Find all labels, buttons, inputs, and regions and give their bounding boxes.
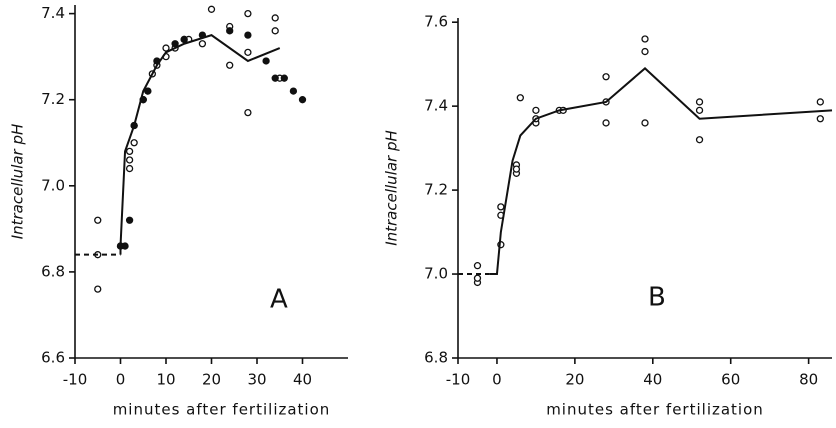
data-point <box>244 48 252 57</box>
x-tick-label: -10 <box>446 371 471 389</box>
x-tick-label: 30 <box>247 371 266 389</box>
x-tick-label: 80 <box>799 371 818 389</box>
data-point <box>94 285 102 293</box>
y-tick-label: 7.4 <box>41 4 65 22</box>
data-point <box>271 27 279 35</box>
data-point <box>497 203 505 211</box>
data-point <box>226 61 234 69</box>
x-tick-label: -10 <box>63 371 88 389</box>
data-point <box>130 139 138 147</box>
x-tick-label: 40 <box>293 371 312 389</box>
data-point <box>207 5 216 13</box>
data-point <box>226 27 234 35</box>
y-tick-label: 7.4 <box>424 97 448 115</box>
data-point <box>244 9 252 18</box>
data-point <box>271 74 279 82</box>
data-point <box>602 119 610 127</box>
y-axis-label: Intracellular pH <box>383 130 401 246</box>
x-tick-label: 20 <box>565 371 584 389</box>
y-tick-label: 6.8 <box>424 349 448 367</box>
data-point <box>125 156 134 164</box>
y-axis-label: Intracellular pH <box>9 124 27 240</box>
data-point <box>125 216 134 224</box>
data-point <box>641 35 649 43</box>
data-point <box>816 115 824 123</box>
data-point <box>532 106 540 114</box>
data-point <box>171 40 179 48</box>
data-point <box>816 98 824 106</box>
data-point <box>94 216 102 224</box>
data-point <box>641 47 649 56</box>
data-point <box>695 136 704 144</box>
data-point <box>271 14 279 22</box>
data-point <box>695 106 704 114</box>
y-tick-label: 7.0 <box>41 176 65 194</box>
data-point <box>244 31 252 39</box>
x-tick-label: 10 <box>156 371 175 389</box>
data-point <box>695 98 704 106</box>
panel-label: A <box>270 285 288 315</box>
x-tick-label: 60 <box>721 371 740 389</box>
x-tick-label: 20 <box>202 371 221 389</box>
trend-line <box>489 67 833 276</box>
data-point <box>512 165 521 173</box>
x-tick-label: 0 <box>116 371 126 389</box>
y-tick-label: 6.6 <box>41 349 65 367</box>
data-point <box>244 108 252 117</box>
trend-line <box>119 34 281 255</box>
data-point <box>144 87 152 95</box>
data-point <box>473 274 482 282</box>
x-tick-label: 0 <box>492 371 502 389</box>
data-point <box>125 164 134 173</box>
data-point <box>280 74 288 82</box>
data-point <box>289 87 298 95</box>
data-point <box>602 73 610 81</box>
y-tick-label: 7.6 <box>424 13 448 31</box>
panel-label: B <box>648 283 666 313</box>
data-point <box>180 35 188 44</box>
y-tick-label: 7.2 <box>41 90 65 108</box>
y-tick-label: 6.8 <box>41 262 65 280</box>
x-axis-label: minutes after fertilization <box>113 401 331 419</box>
data-point <box>298 96 307 104</box>
data-point <box>125 147 134 156</box>
x-tick-label: 40 <box>643 371 662 389</box>
x-axis-label: minutes after fertilization <box>546 401 764 419</box>
data-point <box>198 40 207 48</box>
y-tick-label: 7.2 <box>424 181 448 199</box>
data-point <box>473 262 482 270</box>
y-tick-label: 7.0 <box>424 265 448 283</box>
data-point <box>162 44 170 52</box>
data-point <box>262 57 270 65</box>
data-point <box>641 119 649 127</box>
data-point <box>121 242 129 250</box>
data-point <box>516 94 524 102</box>
